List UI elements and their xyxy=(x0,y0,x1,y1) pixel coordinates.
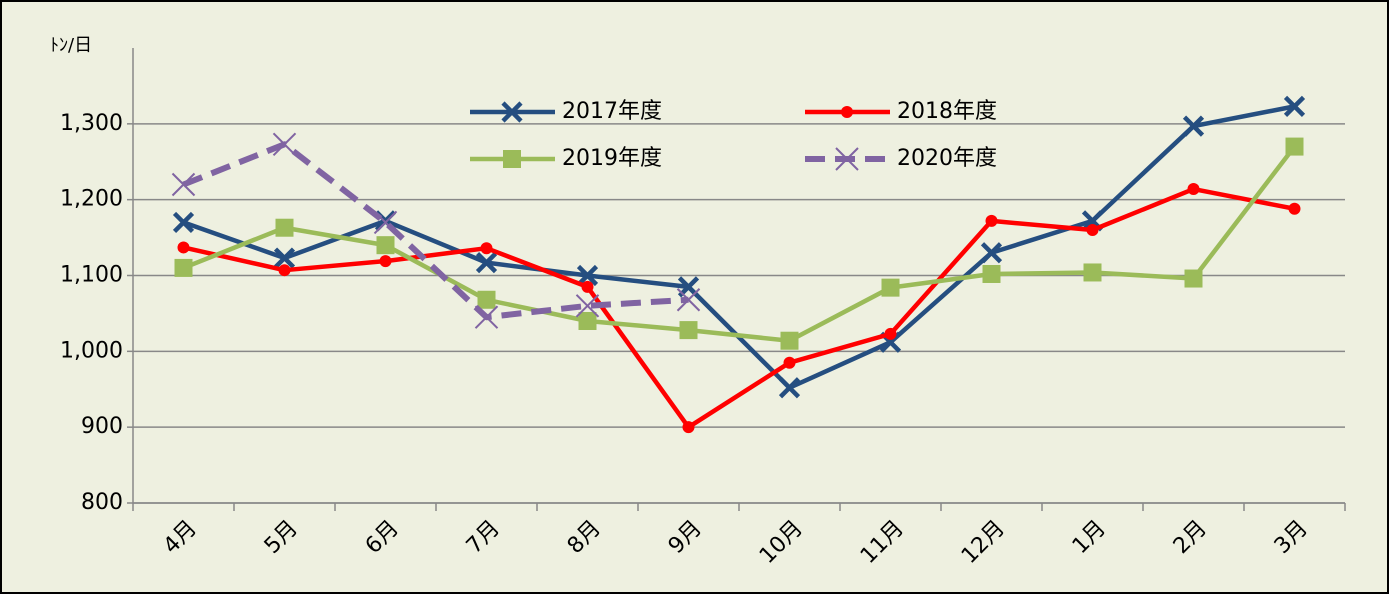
marker xyxy=(1288,202,1301,215)
legend-entry: 2020年度 xyxy=(805,146,997,171)
marker xyxy=(1184,269,1203,288)
marker xyxy=(884,327,897,340)
marker xyxy=(982,264,1001,283)
y-tick-label: 800 xyxy=(81,490,123,515)
legend-label: 2020年度 xyxy=(897,146,997,171)
y-tick-label: 1,200 xyxy=(60,187,123,212)
marker xyxy=(581,280,594,293)
marker xyxy=(172,211,195,234)
marker xyxy=(278,264,291,277)
marker xyxy=(275,218,294,237)
marker xyxy=(1182,115,1205,137)
marker xyxy=(379,255,392,268)
marker xyxy=(177,241,190,254)
marker xyxy=(881,278,900,297)
marker xyxy=(480,242,493,255)
marker xyxy=(676,288,701,312)
marker xyxy=(576,264,599,287)
y-tick-label: 1,000 xyxy=(60,338,123,363)
legend-marker xyxy=(501,101,523,123)
marker xyxy=(273,247,296,269)
series-line xyxy=(182,145,1297,343)
legend-entry: 2017年度 xyxy=(470,99,662,124)
marker xyxy=(1083,263,1102,282)
marker xyxy=(575,294,600,318)
legend-label: 2018年度 xyxy=(897,99,997,124)
marker xyxy=(578,312,597,330)
legend-marker xyxy=(503,150,521,168)
marker xyxy=(1283,95,1306,117)
marker xyxy=(1285,137,1304,156)
y-tick-label: 1,100 xyxy=(60,263,123,288)
legend-label: 2017年度 xyxy=(562,99,662,124)
marker xyxy=(171,172,196,197)
y-tick-label: 1,300 xyxy=(60,111,123,136)
marker xyxy=(1086,224,1099,236)
legend-entry: 2019年度 xyxy=(470,146,662,171)
marker xyxy=(985,214,998,227)
legend-marker xyxy=(841,106,853,118)
series-line xyxy=(182,141,689,321)
marker xyxy=(373,210,398,235)
marker xyxy=(780,331,799,350)
marker xyxy=(682,421,695,434)
marker xyxy=(980,242,1003,264)
y-axis-unit: ﾄﾝ/日 xyxy=(50,35,92,56)
y-tick-label: 900 xyxy=(81,414,123,439)
legend-label: 2019年度 xyxy=(562,146,662,171)
marker xyxy=(376,236,395,255)
marker xyxy=(174,258,193,277)
marker xyxy=(272,132,297,157)
marker xyxy=(679,321,698,340)
marker xyxy=(475,252,498,274)
series-line xyxy=(183,186,1295,430)
marker xyxy=(783,356,796,369)
marker xyxy=(477,290,496,309)
marker xyxy=(1187,183,1200,196)
marker xyxy=(778,377,801,399)
marker xyxy=(474,305,499,329)
legend-entry: 2018年度 xyxy=(805,99,997,124)
legend-marker xyxy=(835,147,859,171)
